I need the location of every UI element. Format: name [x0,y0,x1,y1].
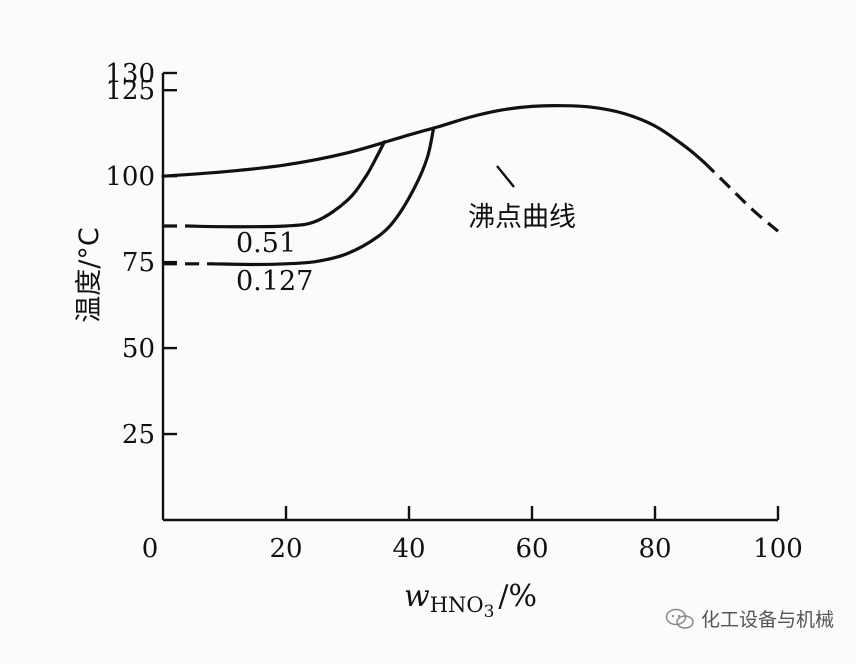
x-title-subscript-digit: 3 [484,602,495,622]
curve-0-51-solid [186,140,386,229]
series-label-boiling-curve: 沸点曲线 [468,202,576,233]
x-title-variable: w [404,579,430,614]
curve-labels: 沸点曲线 0.51 0.127 [236,165,576,297]
x-tick-label: 0 [142,534,159,564]
x-title-unit: /% [498,579,537,614]
y-tick-label: 100 [105,162,155,192]
x-tick-label: 40 [392,534,425,564]
x-tick-label: 80 [638,534,671,564]
series-label-0-127: 0.127 [236,266,313,297]
boiling-curve-dashed [703,161,780,233]
curves [161,104,780,267]
y-tick-label: 125 [105,76,155,106]
boiling-curve-leader-line [496,165,515,188]
y-tick-label: 50 [122,334,155,364]
wechat-icon [665,608,694,629]
x-axis-title: wHNO3/% [404,579,537,622]
x-tick-label: 60 [515,534,548,564]
watermark-text: 化工设备与机械 [700,609,834,631]
x-title-subscript: HNO [430,593,484,617]
x-tick-label: 20 [269,534,302,564]
y-axis-title: 温度/°C [74,227,105,322]
y-tick-label: 25 [122,420,155,450]
y-tick-label: 75 [122,248,155,278]
series-label-0-51: 0.51 [236,228,296,259]
watermark: 化工设备与机械 [665,605,834,632]
boiling-curve-solid [161,104,706,178]
x-ticks: 0 20 40 60 80 100 [142,506,803,564]
curve-0-127-solid [210,126,436,267]
x-tick-label: 100 [753,534,803,564]
y-tick-label: 130 [105,59,155,89]
